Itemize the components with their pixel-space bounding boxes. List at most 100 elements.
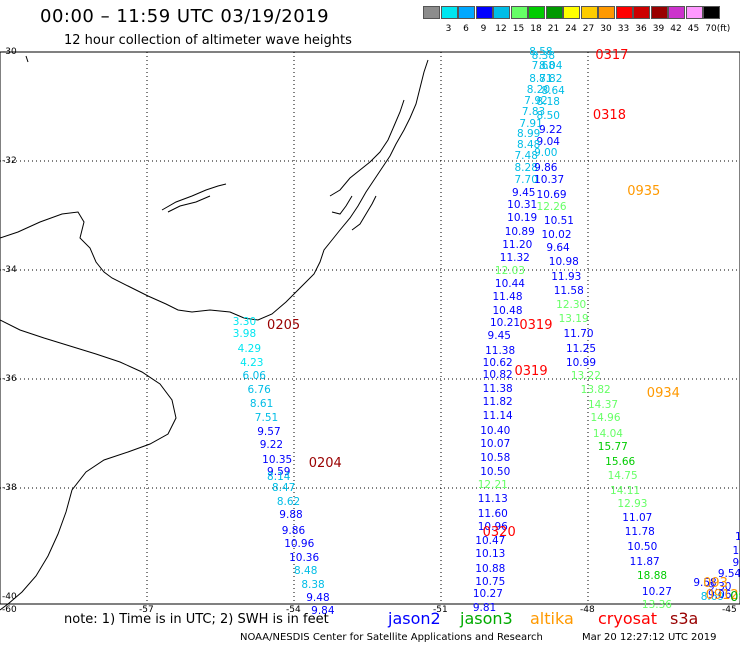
- wave-height-label: 7.68: [531, 59, 556, 72]
- wave-height-label: 7.91: [519, 117, 543, 130]
- wave-height-label: 9.22: [539, 123, 563, 136]
- wave-height-label: 11.13: [477, 492, 508, 505]
- coastline-argentina: [0, 319, 177, 611]
- satellite-legend-jason2: jason2: [388, 609, 441, 628]
- wave-height-label: 8.82: [539, 73, 563, 86]
- wave-height-label: 7.83: [521, 105, 546, 118]
- map-subtitle: 12 hour collection of altimeter wave hei…: [64, 33, 352, 48]
- wave-height-label: 8.69: [700, 591, 725, 603]
- wave-height-label: 7.51: [254, 412, 279, 425]
- wave-height-label: 11.70: [563, 328, 594, 341]
- track-time-label: 0205: [267, 317, 301, 333]
- coastline: [0, 55, 429, 611]
- lat-tick-label: -32: [2, 156, 17, 166]
- lon-tick-label: -51: [433, 605, 448, 615]
- wave-height-label: 10.19: [507, 212, 538, 225]
- wave-height-label: 7.92: [524, 95, 548, 108]
- lat-tick-label: -40: [2, 592, 17, 602]
- wave-height-label: 10.50: [627, 540, 658, 553]
- wave-height-label: 9.30: [708, 581, 732, 594]
- legend-label: 3: [445, 24, 452, 34]
- track-time-label: 093: [703, 576, 728, 592]
- wave-height-label: 8.20: [526, 84, 551, 97]
- legend-swatch: [633, 6, 650, 19]
- legend-swatch: [580, 6, 598, 19]
- wave-height-label: 11.58: [553, 284, 584, 297]
- wave-height-label: 9.00: [534, 146, 558, 159]
- wave-height-label: 13.82: [580, 383, 611, 396]
- generated-timestamp: Mar 20 12:27:12 UTC 2019: [582, 632, 717, 643]
- lon-tick-label: -45: [722, 605, 737, 615]
- wave-height-label: 11.07: [622, 511, 653, 524]
- track-time-label: 09: [730, 590, 740, 605]
- legend-label: 42: [670, 24, 682, 34]
- wave-height-label: 7.48: [514, 149, 538, 162]
- wave-height-label: 10.27: [472, 588, 503, 601]
- legend-swatch: [615, 6, 633, 19]
- wave-height-label: 10.31: [507, 198, 538, 211]
- legend-swatch: [598, 6, 615, 19]
- track-time-label: 0934: [646, 385, 680, 401]
- wave-height-label: 10.75: [475, 575, 506, 588]
- lat-tick-label: -38: [2, 483, 17, 493]
- wave-height-label: 10.13: [475, 548, 506, 561]
- track-time-label: 0935: [627, 183, 661, 199]
- islet: [25, 55, 29, 63]
- legend-label: 21: [547, 24, 560, 34]
- wave-height-label: 15.77: [597, 441, 628, 454]
- wave-height-label: 8.62: [276, 495, 301, 508]
- lat-lon-grid: [0, 52, 740, 604]
- legend-label: 18: [530, 24, 542, 34]
- track-time-label: 0204: [308, 456, 342, 472]
- coastline-south-america: [0, 59, 429, 321]
- wave-height-label: 10.37: [534, 174, 565, 187]
- legend-label: 12: [495, 24, 507, 34]
- wave-height-label: 11.60: [477, 508, 508, 521]
- map-frame: [0, 51, 740, 605]
- wave-height-label: 11.32: [499, 252, 530, 264]
- wave-height-label: 10.44: [494, 277, 525, 290]
- wave-height-label: 9.45: [487, 330, 511, 343]
- legend-swatch: [685, 6, 703, 19]
- legend-label: 9: [480, 24, 487, 34]
- wave-height-label: 9.8: [732, 557, 740, 570]
- wave-height-label: 12.21: [477, 479, 508, 492]
- wave-height-label: 10.51: [543, 214, 574, 227]
- satellite-legend-cryosat: cryosat: [598, 609, 658, 628]
- wave-height-label: 14.11: [610, 484, 641, 497]
- legend-label: 15: [512, 24, 525, 34]
- wave-height-label: 14.96: [590, 412, 621, 425]
- wave-height-label: 11.38: [485, 344, 516, 357]
- legend-swatch: [458, 6, 475, 19]
- wave-height-label: 12.03: [494, 265, 525, 278]
- wave-height-label: 8.38: [531, 50, 556, 63]
- lon-tick-label: -60: [2, 605, 17, 615]
- wave-height-label: 13.19: [558, 313, 589, 326]
- wave-height-label: 11.20: [502, 239, 533, 252]
- track-time-label: 0319: [519, 317, 553, 333]
- wave-height-label: 9.48: [306, 592, 330, 605]
- wave-height-label: 11.48: [492, 291, 523, 304]
- wave-height-label: 10.35: [262, 453, 293, 466]
- wave-height-label: 11.78: [624, 525, 655, 538]
- legend-swatch: [668, 6, 685, 19]
- lon-tick-label: -48: [580, 605, 595, 615]
- wave-height-label: 11.14: [482, 410, 513, 423]
- wave-height-label: 10.98: [548, 255, 579, 268]
- legend-swatch: [650, 6, 668, 19]
- wave-height-label: 10.02: [541, 228, 572, 241]
- wave-height-label: 4.29: [237, 343, 262, 356]
- wave-height-label: 12.26: [536, 201, 567, 214]
- lagoa-dos-patos: [329, 99, 405, 231]
- wave-height-label: 14.04: [592, 427, 623, 440]
- wave-height-label: 9.86: [534, 161, 558, 174]
- wave-height-label: 9.84: [311, 604, 335, 617]
- wave-height-label: 10.89: [504, 225, 535, 238]
- lat-tick-label: -30: [2, 47, 17, 57]
- wave-height-label: 8.28: [514, 161, 538, 174]
- track-time-label: 0318: [592, 107, 626, 123]
- legend-label: 30: [600, 24, 612, 34]
- legend-swatch: [545, 6, 563, 19]
- wave-height-label: 8.18: [536, 96, 560, 109]
